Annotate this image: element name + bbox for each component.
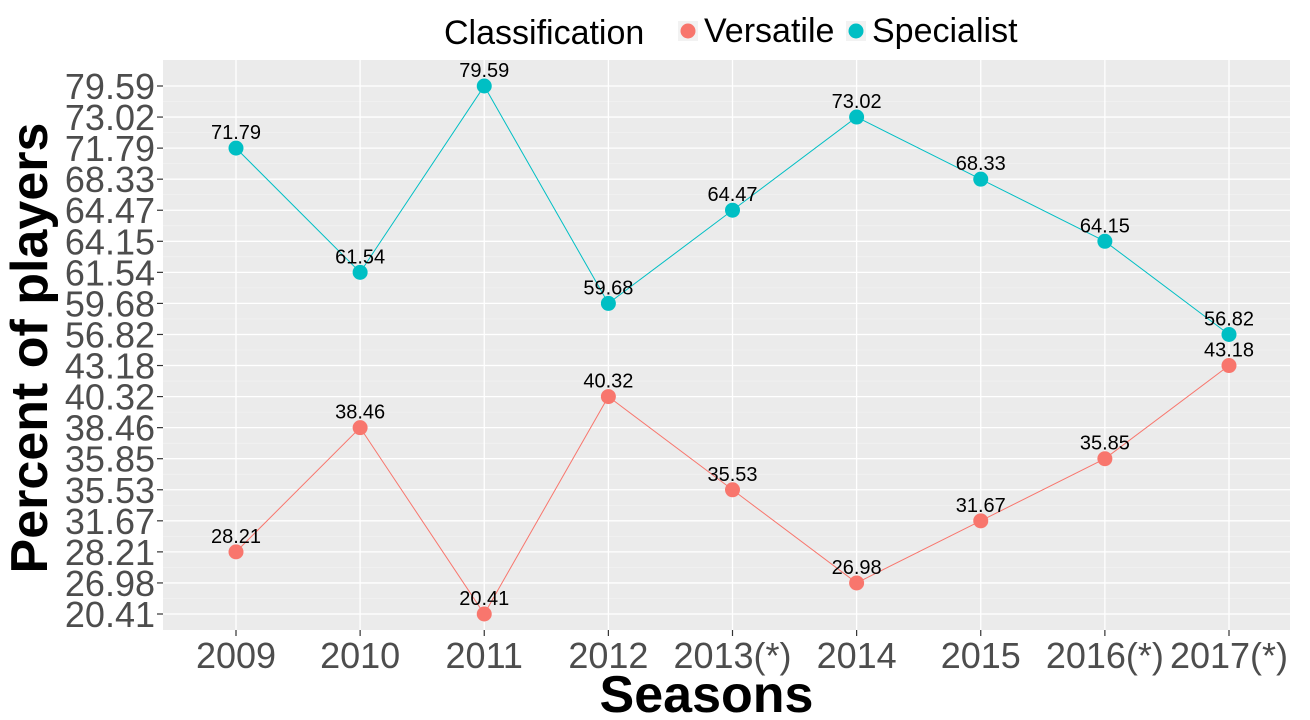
plot-panel: [163, 60, 1290, 630]
data-label: 73.02: [832, 91, 882, 113]
data-point-versatile: [228, 544, 244, 560]
data-point-specialist: [352, 264, 368, 280]
y-tick-label: 79.59: [65, 66, 155, 107]
data-point-specialist: [228, 140, 244, 156]
data-label: 35.85: [1080, 433, 1130, 455]
data-label: 68.33: [956, 153, 1006, 175]
data-label: 28.21: [211, 526, 261, 548]
data-point-versatile: [849, 575, 865, 591]
data-point-versatile: [1097, 451, 1113, 467]
y-tick-label: 64.47: [65, 190, 155, 231]
x-tick-label: 2016(*): [1046, 635, 1164, 676]
y-tick-label: 31.67: [65, 501, 155, 542]
data-point-specialist: [849, 109, 865, 125]
y-tick-label: 28.21: [65, 532, 155, 573]
y-tick-label: 26.98: [65, 563, 155, 604]
y-tick-label: 59.68: [65, 283, 155, 324]
data-point-specialist: [1097, 233, 1113, 249]
data-label: 64.47: [707, 184, 757, 206]
data-label: 61.54: [335, 246, 385, 268]
data-point-versatile: [725, 482, 740, 498]
data-label: 64.15: [1080, 215, 1130, 237]
legend-label-specialist: Specialist: [872, 12, 1018, 50]
y-tick-label: 35.85: [65, 439, 155, 480]
data-point-versatile: [600, 389, 616, 405]
data-label: 43.18: [1204, 340, 1254, 362]
x-axis-ticks: 2009 2010 2011 2012 2013(*) 2014 2015 2016(*) 20…: [196, 630, 1288, 676]
data-point-versatile: [476, 606, 492, 622]
x-axis-title: Seasons: [600, 666, 814, 720]
legend-title: Classification: [444, 14, 644, 52]
data-point-versatile: [973, 513, 989, 529]
y-tick-label: 40.32: [65, 377, 155, 418]
data-label: 26.98: [832, 557, 882, 579]
data-point-specialist: [725, 202, 740, 218]
series: [228, 78, 1237, 622]
x-tick-label: 2012: [568, 635, 648, 676]
x-tick-label: 2010: [320, 635, 400, 676]
data-point-specialist: [476, 78, 492, 94]
y-axis-ticks: 20.4126.9828.2131.6735.5335.8538.4640.32…: [65, 66, 163, 635]
data-label: 71.79: [211, 122, 261, 144]
y-tick-label: 43.18: [65, 346, 155, 387]
data-label: 56.82: [1204, 308, 1254, 330]
x-tick-label: 2015: [941, 635, 1021, 676]
data-point-versatile: [1221, 358, 1237, 374]
y-tick-label: 20.41: [65, 594, 155, 635]
y-tick-label: 64.15: [65, 221, 155, 262]
y-tick-label: 73.02: [65, 97, 155, 138]
data-label: 59.68: [583, 277, 633, 299]
data-label: 20.41: [459, 588, 509, 610]
legend-label-versatile: Versatile: [704, 12, 834, 50]
data-point-specialist: [1221, 326, 1237, 342]
data-label: 38.46: [335, 402, 385, 424]
legend: Classification Versatile Specialist: [444, 12, 1018, 52]
data-labels: 71.79 61.54 79.59 59.68 64.47 73.02 68.33 64.15…: [211, 60, 1254, 610]
x-tick-label: 2013(*): [673, 635, 791, 676]
data-point-versatile: [352, 420, 368, 436]
y-tick-label: 38.46: [65, 408, 155, 449]
y-tick-label: 35.53: [65, 470, 155, 511]
y-axis-title: Percent of players: [1, 123, 59, 574]
y-tick-label: 56.82: [65, 314, 155, 355]
legend-key-specialist: [848, 23, 864, 39]
x-tick-label: 2011: [446, 635, 523, 676]
data-label: 40.32: [583, 371, 633, 393]
data-point-specialist: [973, 171, 989, 187]
y-tick-label: 68.33: [65, 159, 155, 200]
y-tick-label: 61.54: [65, 252, 155, 293]
legend-key-versatile: [680, 23, 696, 39]
data-label: 79.59: [459, 60, 509, 82]
data-label: 31.67: [956, 495, 1006, 517]
x-tick-label: 2014: [817, 635, 897, 676]
x-tick-label: 2017(*): [1170, 635, 1288, 676]
y-tick-label: 71.79: [65, 128, 155, 169]
data-label: 35.53: [707, 464, 757, 486]
data-point-specialist: [600, 295, 616, 311]
x-tick-label: 2009: [196, 635, 276, 676]
